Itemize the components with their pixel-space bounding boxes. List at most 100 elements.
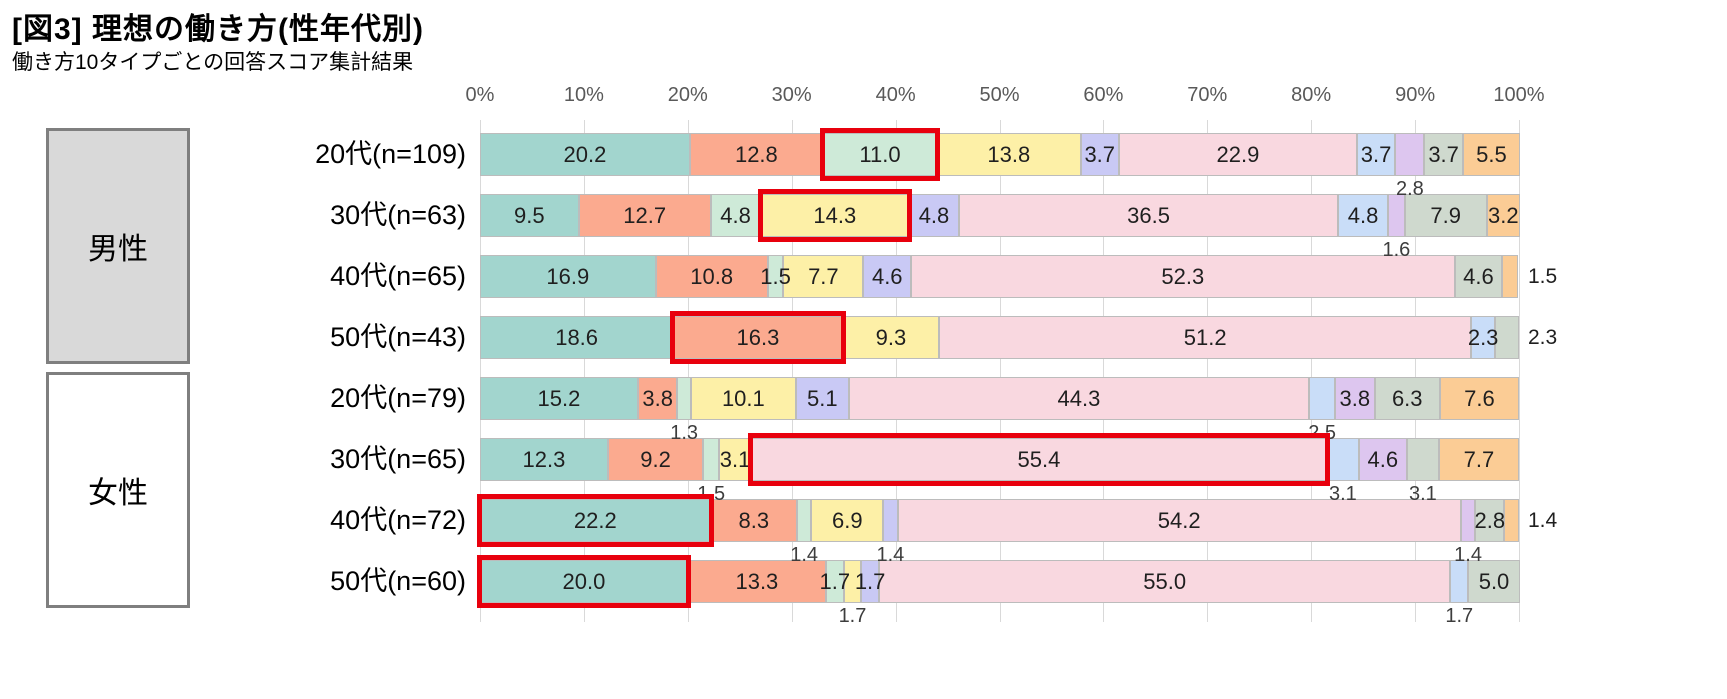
segment-value-label: 6.9 [831,507,863,533]
x-axis-tick-label: 100% [1493,84,1545,106]
segment-value-label: 6.3 [1391,385,1423,411]
segment-value-label: 16.3 [736,324,780,350]
segment-value-label-right: 1.5 [1528,264,1558,288]
gridline [480,120,481,622]
segment-value-label-below: 1.6 [1382,239,1411,261]
x-axis-tick-label: 40% [875,84,916,106]
bar-segment: 6.3 [1374,377,1440,420]
bar-segment [1450,560,1469,603]
x-axis-tick-label: 80% [1291,84,1332,106]
figure-subtitle: 働き方10タイプごとの回答スコア集計結果 [12,51,414,74]
segment-value-label-below: 1.3 [670,422,699,444]
bar-segment: 12.8 [689,133,823,176]
segment-value-label: 2.8 [1474,507,1506,533]
bar-segment [796,499,812,542]
segment-value-label-below: 3.1 [1328,483,1357,505]
bar-segment [843,560,862,603]
group-label: 女性 [88,477,148,510]
segment-value-label-below: 3.1 [1408,483,1437,505]
figure-title: [図3] 理想の働き方(性年代別) [12,13,424,46]
bar-segment: 2.3 [1468,316,1498,359]
bar-row: 22.2 8.3 1.4 6.9 1.4 54.2 1.4 2.8 1.4 [477,494,1557,566]
segment-value-label: 4.6 [871,263,903,289]
group-box: 女性 [46,372,190,608]
bar-segment [1406,438,1439,481]
segment-value-label: 12.7 [623,202,667,228]
bar-segment [677,377,691,420]
bar-row: 16.9 10.8 1.5 7.7 4.6 52.3 4.6 1.5 [480,255,1557,298]
segment-value-label: 52.3 [1161,263,1205,289]
bar-segment: 44.3 [848,377,1310,420]
gridline [687,120,689,622]
segment-value-label-below: 2.8 [1395,178,1424,200]
bar-segment: 20.0 [477,555,691,608]
bar-segment [1495,316,1519,359]
bar-segment: 3.8 [1335,377,1375,420]
segment-value-label: 16.9 [546,263,590,289]
segment-value-label: 10.1 [721,385,765,411]
bar-segment: 54.2 [897,499,1461,542]
segment-value-label: 4.6 [1367,446,1399,472]
gridline [1519,120,1520,622]
bar-segment: 6.9 [811,499,884,542]
bar-segment: 22.9 [1118,133,1357,176]
segment-value-label: 4.8 [1347,202,1379,228]
bar-segment: 12.3 [480,438,608,481]
segment-value-label-right: 1.4 [1528,508,1558,532]
bar-segment: 13.3 [687,560,826,603]
bar-segment: 3.8 [637,377,678,420]
segment-value-label-right: 2.3 [1528,325,1558,349]
segment-value-label: 3.7 [1084,141,1116,167]
segment-value-label: 9.5 [514,202,545,228]
segment-value-label: 4.8 [720,202,751,228]
segment-value-label: 11.0 [859,141,901,167]
bar-segment [883,499,898,542]
bar-segment: 36.5 [958,194,1339,237]
bar-segment: 4.6 [863,255,912,298]
bar-segment: 51.2 [939,316,1472,359]
row-label: 40代(n=72) [330,505,466,535]
bar-segment [1388,194,1405,237]
bar-row: 15.2 3.8 1.3 10.1 5.1 44.3 2.5 3.8 6.3 7.6 [480,377,1519,444]
bar-segment: 18.6 [480,316,674,359]
segment-value-label: 12.3 [522,446,566,472]
gridline [1207,120,1209,622]
bar-segment: 4.6 [1358,438,1407,481]
x-axis-tick-label: 10% [563,84,604,106]
bar-segment [1504,499,1519,542]
bar-segment: 55.0 [878,560,1451,603]
segment-value-label: 4.8 [918,202,950,228]
gridline [1103,120,1105,622]
segment-value-label: 22.2 [573,507,617,533]
bar-segment: 22.2 [477,494,714,547]
bar-segment: 9.5 [480,194,579,237]
segment-value-label: 15.2 [537,385,581,411]
x-axis-tick-label: 50% [979,84,1020,106]
segment-value-label: 18.6 [555,324,599,350]
bar-segment: 3.7 [1080,133,1119,176]
segment-value-label: 9.3 [875,324,907,350]
row-label: 20代(n=79) [330,383,466,413]
bar-segment: 16.9 [480,255,656,298]
segment-value-label: 20.2 [563,141,607,167]
bar-segment: 1.5 [760,255,791,298]
segment-value-label: 22.9 [1216,141,1260,167]
bar-segment [1309,377,1336,420]
segment-value-label: 7.6 [1464,385,1495,411]
segment-value-label: 3.8 [642,385,673,411]
bar-segment: 2.8 [1474,499,1506,542]
bar-segment: 55.4 [748,433,1330,486]
bar-segment: 4.8 [909,194,959,237]
row-label: 30代(n=65) [330,444,466,474]
x-axis-tick-label: 60% [1083,84,1124,106]
bar-segment: 9.3 [842,316,940,359]
bar-segment: 7.6 [1439,377,1519,420]
row-label: 20代(n=109) [315,139,466,169]
bar-segment: 20.2 [480,133,690,176]
bar-segment: 5.0 [1468,560,1520,603]
segment-value-label: 54.2 [1157,507,1201,533]
bar-segment: 10.8 [655,255,768,298]
x-axis-tick-label: 30% [771,84,812,106]
bar-segment: 1.7 [855,560,885,603]
